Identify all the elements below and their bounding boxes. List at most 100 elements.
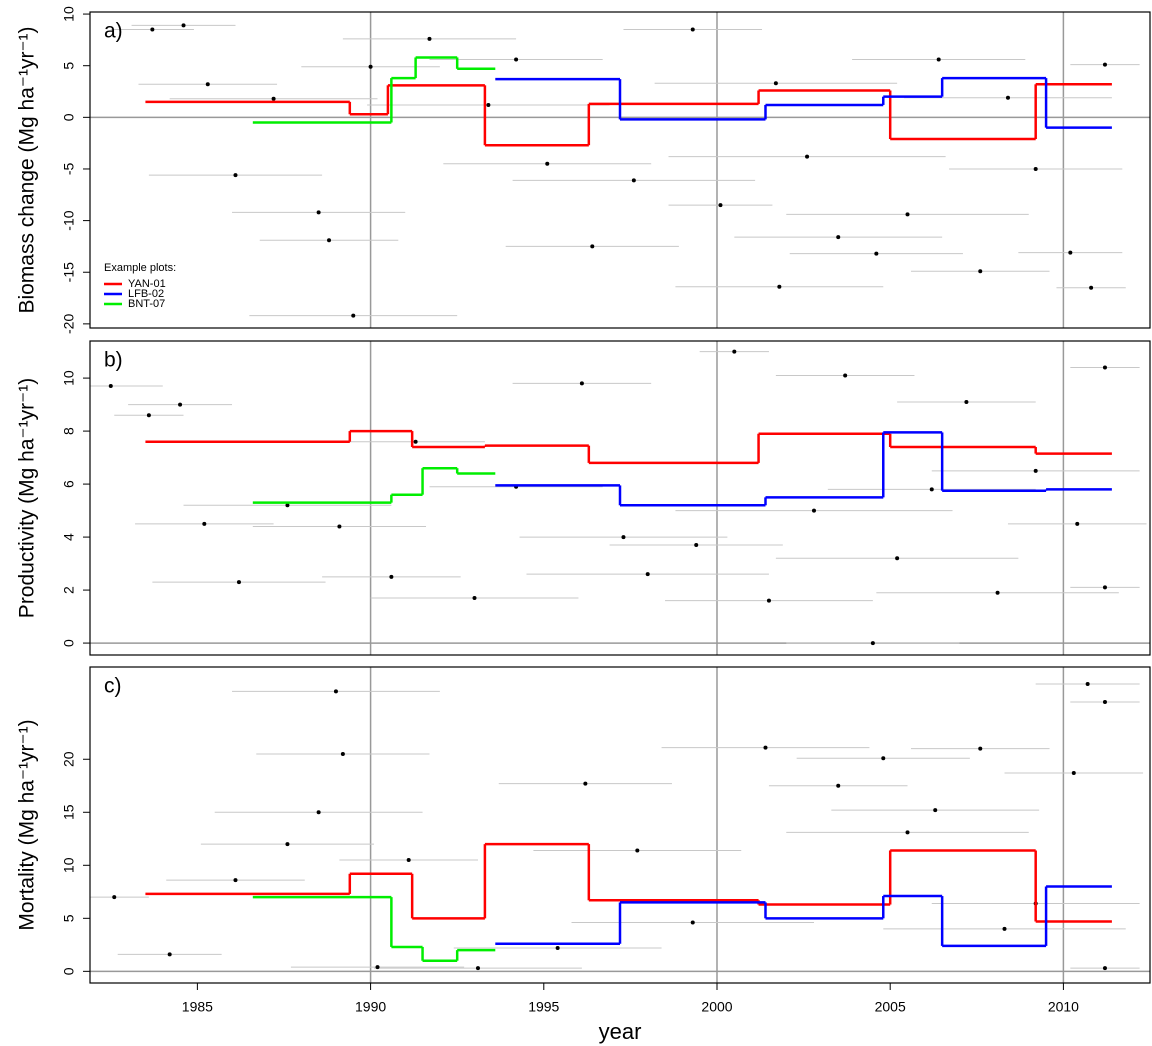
data-point — [486, 102, 491, 107]
data-point — [233, 173, 238, 178]
data-point — [178, 402, 183, 407]
data-point — [271, 96, 276, 101]
y-tick-label: 5 — [61, 914, 77, 922]
data-point — [233, 878, 238, 883]
data-point — [205, 82, 210, 87]
x-tick-label: 2005 — [875, 999, 906, 1015]
data-point — [475, 966, 480, 971]
y-tick-label: -10 — [61, 210, 77, 230]
data-point — [1102, 585, 1107, 590]
data-point — [694, 543, 699, 548]
data-point — [690, 920, 695, 925]
y-tick-label: 10 — [61, 370, 77, 386]
x-axis-label: year — [599, 1019, 642, 1044]
data-point — [375, 965, 380, 970]
y-tick-label: 20 — [61, 751, 77, 767]
data-point — [766, 598, 771, 603]
data-point — [718, 203, 723, 208]
data-point — [1033, 166, 1038, 171]
panel — [90, 341, 1150, 655]
data-point — [874, 251, 879, 256]
x-tick-label: 2010 — [1048, 999, 1079, 1015]
data-point — [929, 487, 934, 492]
data-point — [836, 235, 841, 240]
data-point — [351, 313, 356, 318]
data-point — [881, 756, 886, 761]
panel-label: a) — [104, 20, 123, 43]
data-point — [690, 27, 695, 32]
data-point — [836, 783, 841, 788]
y-tick-label: 8 — [61, 427, 77, 435]
data-point — [895, 556, 900, 561]
data-point — [763, 745, 768, 750]
data-point — [389, 574, 394, 579]
y-tick-label: 15 — [61, 804, 77, 820]
x-tick-label: 2000 — [701, 999, 732, 1015]
data-point — [413, 439, 418, 444]
data-point — [327, 238, 332, 243]
plot-frame — [89, 11, 1151, 329]
data-point — [936, 57, 941, 62]
data-point — [870, 641, 875, 646]
y-tick-label: -5 — [61, 163, 77, 176]
data-point — [316, 210, 321, 215]
y-tick-label: -15 — [61, 262, 77, 282]
legend-label: BNT-07 — [128, 298, 165, 310]
data-point — [631, 178, 636, 183]
y-axis-label: Biomass change (Mg ha⁻¹yr⁻¹) — [16, 26, 39, 313]
data-point — [811, 508, 816, 513]
data-point — [337, 524, 342, 529]
data-point — [978, 269, 983, 274]
data-point — [1102, 966, 1107, 971]
y-tick-label: 0 — [61, 639, 77, 647]
y-tick-label: 0 — [61, 113, 77, 121]
data-point — [1005, 95, 1010, 100]
data-point — [621, 535, 626, 540]
data-point — [1075, 521, 1080, 526]
panel — [90, 667, 1150, 983]
data-point — [1102, 62, 1107, 67]
data-point — [368, 64, 373, 69]
data-point — [236, 580, 241, 585]
x-tick-label: 1990 — [355, 999, 386, 1015]
data-point — [583, 781, 588, 786]
x-tick-label: 1985 — [182, 999, 213, 1015]
y-axis-label: Productivity (Mg ha⁻¹yr⁻¹) — [16, 378, 39, 618]
y-tick-label: 0 — [61, 967, 77, 975]
data-point — [1002, 926, 1007, 931]
data-point — [333, 689, 338, 694]
legend-label: YAN-01 — [128, 278, 166, 290]
data-point — [181, 23, 186, 28]
data-point — [146, 413, 151, 418]
plot-frame — [89, 340, 1151, 656]
data-point — [1068, 250, 1073, 255]
data-point — [167, 952, 172, 957]
data-point — [964, 399, 969, 404]
data-point — [285, 503, 290, 508]
y-tick-label: 4 — [61, 533, 77, 541]
data-point — [905, 212, 910, 217]
data-point — [108, 384, 113, 389]
data-point — [555, 946, 560, 951]
x-tick-label: 1995 — [528, 999, 559, 1015]
data-point — [1085, 681, 1090, 686]
data-point — [472, 596, 477, 601]
data-point — [995, 590, 1000, 595]
data-point — [202, 521, 207, 526]
data-point — [545, 161, 550, 166]
data-point — [112, 895, 117, 900]
data-point — [514, 57, 519, 62]
data-point — [316, 810, 321, 815]
data-point — [933, 808, 938, 813]
panel — [90, 12, 1150, 328]
panel-label: b) — [104, 349, 123, 372]
data-point — [645, 572, 650, 577]
y-tick-label: 6 — [61, 480, 77, 488]
plot-frame — [89, 666, 1151, 984]
data-point — [635, 848, 640, 853]
data-point — [805, 154, 810, 159]
data-point — [1071, 771, 1076, 776]
data-point — [978, 746, 983, 751]
data-point — [1033, 468, 1038, 473]
